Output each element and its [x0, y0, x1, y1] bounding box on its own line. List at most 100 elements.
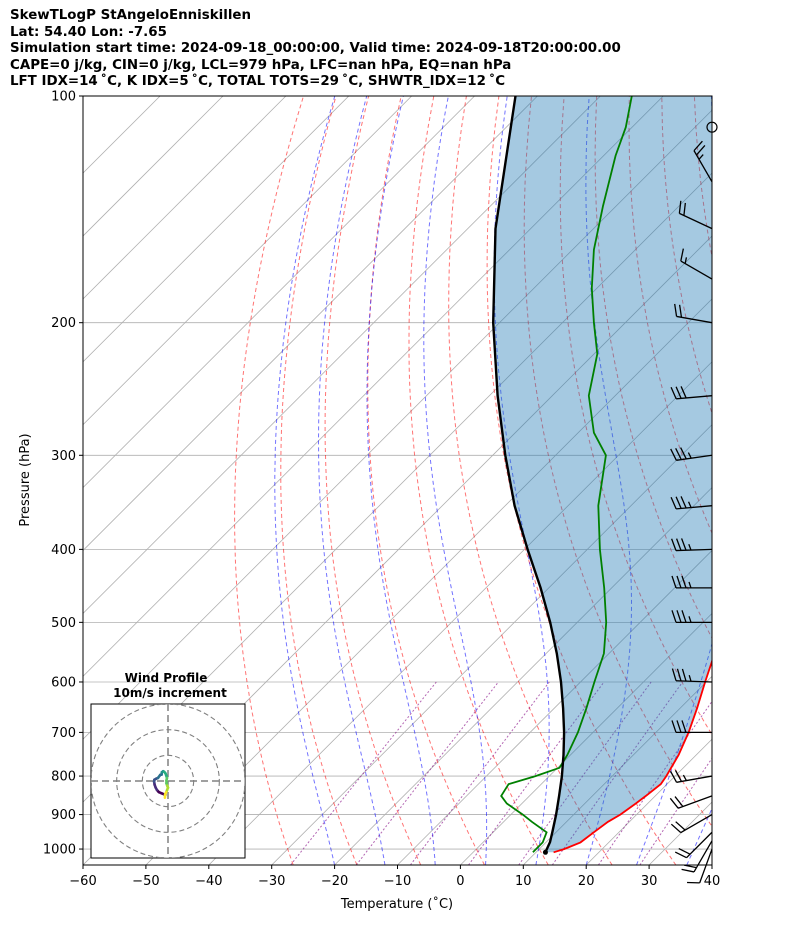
moist-adiabat	[318, 96, 386, 865]
wind-barb-staff	[676, 454, 713, 461]
stability-parameters: CAPE=0 j/kg, CIN=0 j/kg, LCL=979 hPa, LF…	[10, 57, 512, 73]
isotherm-line	[83, 96, 601, 614]
isotherm-line	[397, 549, 712, 865]
x-tick-label: 10	[515, 874, 532, 889]
background-lines	[83, 96, 794, 865]
y-tick-label: 300	[51, 449, 76, 464]
dry-adiabat	[486, 96, 677, 865]
x-tick-label: −60	[69, 874, 96, 889]
isotherm-line	[145, 298, 712, 865]
isotherm-line	[523, 675, 712, 865]
wind-barb-flag	[675, 496, 682, 509]
isotherm-line	[460, 612, 712, 865]
y-tick-label: 1000	[43, 843, 76, 858]
wind-barb-staff	[679, 212, 713, 230]
wind-barb-staff	[693, 840, 713, 873]
dry-adiabat	[234, 96, 304, 865]
wind-barb-half-flag	[687, 452, 692, 459]
wind-barb-flag	[674, 851, 687, 859]
dry-adiabat	[280, 96, 358, 865]
chart-header: SkewTLogP StAngeloEnniskillen Lat: 54.40…	[10, 8, 621, 91]
moist-adiabat	[274, 96, 336, 865]
hodograph-title: Wind Profile	[125, 671, 208, 685]
dry-adiabat	[727, 96, 794, 865]
wind-barb-staff	[680, 814, 713, 834]
wind-barb-staff	[680, 260, 713, 280]
isotherm-line	[83, 109, 712, 740]
wind-barb-flag	[670, 823, 682, 834]
isotherm-line	[83, 96, 538, 552]
hodograph-subtitle: 10m/s increment	[113, 686, 227, 700]
wind-barb-staff	[675, 680, 713, 683]
x-tick-label: 20	[578, 874, 595, 889]
wind-barb-flag	[678, 200, 682, 214]
wind-barb-flag	[681, 610, 687, 623]
dry-adiabat	[559, 96, 712, 736]
wind-barb-staff	[676, 775, 713, 783]
isotherm-line	[83, 96, 224, 237]
profile-dewpoint-line	[500, 96, 633, 853]
isotherm-line	[271, 424, 712, 865]
wind-barb-flag	[669, 797, 679, 809]
hodograph-plot-area	[91, 704, 245, 858]
y-tick-label: 500	[51, 616, 76, 631]
wind-barb-flag	[680, 496, 687, 509]
wind-barb-flag	[674, 796, 684, 807]
x-tick-label: −10	[384, 874, 411, 889]
mixing-ratio-line	[468, 681, 605, 865]
dry-adiabat	[523, 96, 712, 828]
mixing-ratio-line	[290, 681, 437, 865]
x-tick-label: −40	[195, 874, 222, 889]
chart-title: SkewTLogP StAngeloEnniskillen	[10, 8, 252, 23]
dry-adiabat	[760, 96, 794, 865]
cape-cin-shading	[493, 96, 712, 853]
wind-barb-staff	[676, 315, 713, 324]
mixing-ratio-line	[518, 681, 652, 865]
y-tick-label: 600	[51, 675, 76, 690]
profile-parcel-line	[491, 96, 566, 853]
wind-barb-flag	[671, 575, 677, 589]
wind-barb-flag	[681, 575, 687, 589]
isotherm-line	[208, 361, 712, 865]
isotherm-line	[83, 96, 350, 363]
wind-barb-flag	[675, 821, 686, 831]
isotherm-line	[711, 864, 712, 865]
wind-barb-flag	[696, 145, 706, 156]
wind-barb-flag	[671, 610, 677, 623]
wind-barb-flag	[681, 668, 687, 682]
wind-barb-flag	[693, 140, 703, 152]
mixing-ratio-line	[597, 700, 712, 865]
dry-adiabat	[448, 96, 613, 865]
stability-indices: LFT IDX=14 ˚C, K IDX=5 ˚C, TOTAL TOTS=29…	[10, 74, 506, 90]
wind-barb-flag	[683, 864, 697, 869]
wind-barb-flag	[676, 720, 682, 733]
dry-adiabat	[408, 96, 549, 865]
x-tick-label: −20	[321, 874, 348, 889]
wind-barb-half-flag	[688, 543, 692, 551]
wind-barb-flag	[675, 538, 682, 551]
wind-barb-staff	[676, 505, 713, 510]
wind-barb-flag	[678, 847, 691, 855]
wind-barb-flag	[671, 668, 677, 681]
surface-parcel-marker	[542, 849, 548, 855]
y-tick-label: 800	[51, 770, 76, 785]
x-tick-label: 0	[456, 874, 464, 889]
wind-barb-staff	[699, 848, 713, 884]
wind-barb-flag	[675, 386, 682, 399]
mixing-ratio-line	[551, 681, 684, 865]
wind-barb-half-flag	[698, 154, 704, 160]
wind-barb-flag	[680, 248, 684, 262]
hodograph-inset: Wind Profile 10m/s increment	[90, 671, 246, 859]
wind-barb-flag	[674, 303, 678, 317]
station-location: Lat: 54.40 Lon: -7.65	[10, 24, 167, 40]
wind-barb-half-flag	[688, 674, 692, 682]
isotherm-line	[83, 96, 412, 426]
y-tick-label: 100	[51, 90, 76, 105]
dry-adiabat	[367, 96, 485, 865]
wind-barb-flag	[680, 386, 687, 399]
y-tick-label: 400	[51, 543, 76, 558]
wind-barb-half-flag	[682, 774, 687, 781]
x-tick-label: 30	[641, 874, 658, 889]
wind-barb-flag	[669, 770, 678, 783]
moist-adiabat	[493, 96, 550, 865]
